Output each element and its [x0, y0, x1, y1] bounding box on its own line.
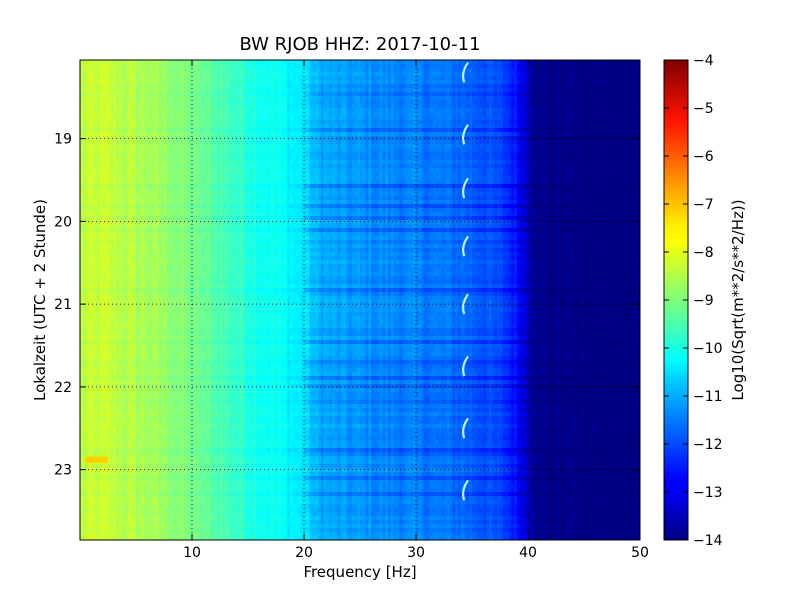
chart-title: BW RJOB HHZ: 2017-10-11 [239, 34, 480, 55]
spectrogram-heatmap [80, 60, 641, 541]
